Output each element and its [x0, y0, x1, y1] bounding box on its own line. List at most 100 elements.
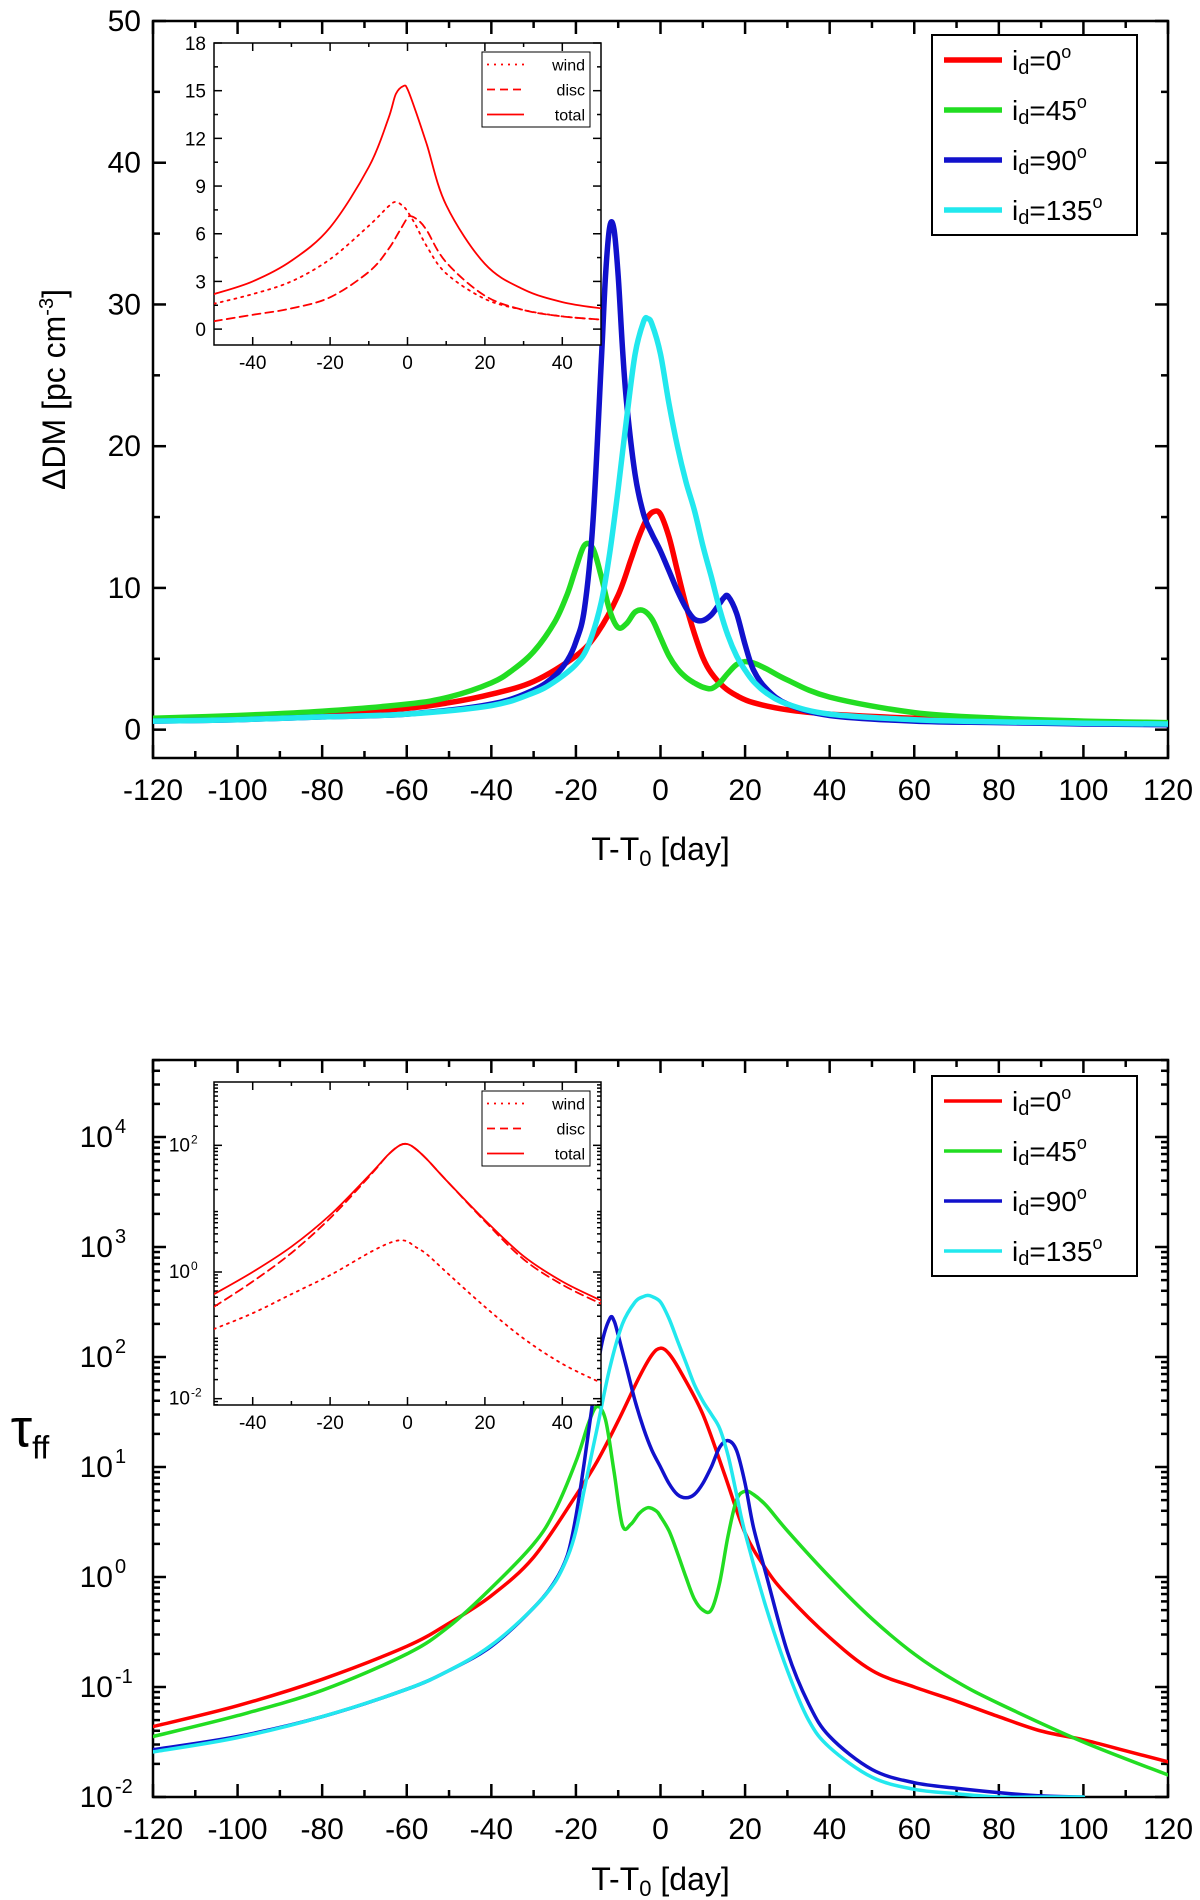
legend-box — [931, 1075, 1138, 1277]
series-line-3 — [153, 1293, 1086, 1797]
y-tick-label: 10 — [169, 1262, 190, 1283]
x-tick-label: -120 — [123, 774, 183, 807]
inset-legend-label-wind: wind — [551, 1097, 585, 1114]
y-tick-label: 10 — [80, 1451, 113, 1484]
legend-label-3: id=135o — [1012, 192, 1102, 229]
inset-frame — [213, 1081, 602, 1406]
y-tick-exponent: 4 — [115, 1116, 126, 1138]
inset-legend-label-total: total — [555, 1147, 585, 1164]
x-tick-label: 0 — [402, 353, 413, 374]
inset-line-total — [214, 84, 601, 310]
legend-label-tail: =90 — [1029, 1186, 1077, 1217]
x-tick-label: 60 — [898, 1813, 931, 1846]
series-line-2 — [153, 219, 1168, 728]
x-tick-label: 20 — [728, 1813, 761, 1846]
legend-label-i: i — [1012, 1136, 1018, 1167]
y-tick-label: 10 — [80, 1231, 113, 1264]
x-tick-label: -40 — [239, 1413, 266, 1434]
y-tick-exponent: 0 — [115, 1556, 126, 1578]
y-tick-label: 0 — [124, 714, 141, 747]
legend-label-sub: d — [1018, 157, 1029, 179]
y-axis-label-sub: ff — [32, 1430, 49, 1466]
y-tick-label: 10 — [169, 1389, 190, 1410]
legend-label-i: i — [1012, 1186, 1018, 1217]
x-axis-label-sub: 0 — [639, 1876, 651, 1900]
x-tick-label: 40 — [813, 774, 846, 807]
y-tick-label: 10 — [80, 1671, 113, 1704]
legend-label-sup: o — [1092, 1233, 1102, 1253]
x-tick-label: -100 — [208, 774, 268, 807]
x-tick-label: -40 — [239, 353, 266, 374]
x-tick-label: 40 — [552, 353, 573, 374]
x-tick-label: 0 — [652, 774, 669, 807]
inset: -40 -20 0 20 40 0 3 6 9 12 15 18 wind disc total — [185, 34, 602, 374]
x-tick-label: 40 — [552, 1413, 573, 1434]
x-tick-label: 100 — [1058, 1813, 1108, 1846]
x-tick-label: -20 — [316, 353, 343, 374]
inset-line-wind — [214, 200, 601, 321]
x-tick-label: -20 — [554, 774, 597, 807]
legend-label-sub: d — [1018, 1148, 1029, 1170]
series-line-3 — [153, 315, 1168, 727]
x-tick-label: -40 — [470, 1813, 513, 1846]
x-tick-label: -80 — [300, 774, 343, 807]
inset-legend-label-disc: disc — [557, 1122, 585, 1139]
y-axis-label: τff — [11, 1399, 50, 1466]
x-axis-label-main: T-T — [591, 1861, 639, 1897]
y-tick-label: 20 — [108, 430, 141, 463]
x-tick-label: 80 — [982, 1813, 1015, 1846]
legend-label-2: id=90o — [1012, 142, 1087, 179]
y-tick-label: 40 — [108, 147, 141, 180]
y-axis-label-close: ] — [36, 289, 72, 298]
legend-label-0: id=0o — [1012, 42, 1071, 79]
legend-label-sup: o — [1061, 1083, 1071, 1103]
y-tick-label: 12 — [185, 129, 206, 150]
x-tick-label: 60 — [898, 774, 931, 807]
legend-label-i: i — [1012, 1236, 1018, 1267]
x-tick-label: -20 — [316, 1413, 343, 1434]
legend-label-sup: o — [1092, 192, 1102, 212]
legend-label-sup: o — [1077, 142, 1087, 162]
legend-label-i: i — [1012, 195, 1018, 226]
x-tick-label: 20 — [474, 1413, 495, 1434]
legend-label-sup: o — [1077, 1133, 1087, 1153]
plot-frame — [151, 19, 1170, 760]
legend-label-tail: =0 — [1029, 45, 1061, 76]
inset-series-group — [214, 1142, 601, 1384]
y-tick-exponent: -2 — [115, 1776, 133, 1798]
y-tick-label: 10 — [80, 1121, 113, 1154]
legend-label-sub: d — [1018, 1098, 1029, 1120]
legend-label-2: id=90o — [1012, 1183, 1087, 1220]
x-axis-label-main: T-T — [591, 831, 639, 867]
y-tick-exponent: 3 — [115, 1226, 126, 1248]
inset-frame — [213, 42, 602, 346]
x-tick-label: -60 — [385, 774, 428, 807]
legend-label-i: i — [1012, 95, 1018, 126]
y-axis-label-main: ΔDM [pc cm — [36, 316, 72, 490]
x-axis-label-tail: [day] — [651, 1861, 729, 1897]
top-panel: -120 -100 -80 -60 -40 -20 0 20 40 60 80 100 12001020… — [36, 5, 1193, 871]
x-tick-label: 40 — [813, 1813, 846, 1846]
x-tick-label: 80 — [982, 774, 1015, 807]
y-tick-exponent: 2 — [191, 1132, 198, 1146]
legend-label-3: id=135o — [1012, 1233, 1102, 1270]
series-group — [153, 219, 1168, 728]
y-axis-label-main: τ — [11, 1399, 32, 1459]
legend-label-tail: =0 — [1029, 1086, 1061, 1117]
y-tick-exponent: 0 — [191, 1259, 198, 1273]
x-axis-label-tail: [day] — [651, 831, 729, 867]
legend-box — [931, 34, 1138, 236]
y-tick-label: 3 — [195, 272, 206, 293]
x-axis-label: T-T0 [day] — [591, 1861, 730, 1900]
x-tick-label: -60 — [385, 1813, 428, 1846]
inset-line-disc — [214, 215, 601, 323]
x-tick-label: -40 — [470, 774, 513, 807]
x-axis-label-sub: 0 — [639, 846, 651, 871]
y-axis-label-sup: -3 — [36, 298, 58, 316]
legend-label-sub: d — [1018, 1248, 1029, 1270]
x-tick-label: -120 — [123, 1813, 183, 1846]
series-line-1 — [153, 540, 1168, 726]
legend-label-sup: o — [1077, 1183, 1087, 1203]
inset-legend-label-wind: wind — [551, 58, 585, 75]
x-tick-label: -100 — [208, 1813, 268, 1846]
